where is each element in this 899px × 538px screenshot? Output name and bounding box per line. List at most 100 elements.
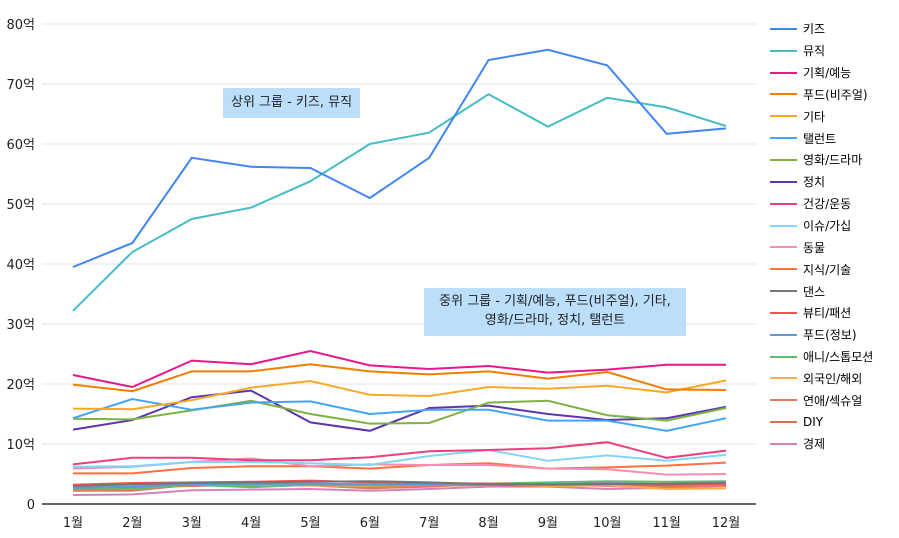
legend-swatch: [770, 268, 797, 271]
y-tick-label: 0: [27, 498, 35, 513]
legend-item: 뷰티/패션: [770, 302, 873, 324]
legend-label: 경제: [803, 437, 826, 452]
legend-item: 키즈: [770, 18, 873, 40]
legend-item: DIY: [770, 411, 873, 433]
legend-swatch: [770, 399, 797, 402]
legend-item: 외국인/해외: [770, 368, 873, 390]
legend-swatch: [770, 355, 797, 358]
series-line-이슈/가십: [72, 448, 727, 468]
legend-swatch: [770, 421, 797, 424]
y-tick-label: 20억: [6, 378, 35, 393]
series-line-건강/운동: [72, 441, 727, 466]
legend-swatch: [770, 93, 797, 96]
legend-label: DIY: [803, 415, 824, 430]
legend-swatch: [770, 333, 797, 336]
annotation-text: 중위 그룹 - 기획/예능, 푸드(비주얼), 기타,: [439, 294, 671, 309]
legend-label: 건강/운동: [803, 197, 852, 212]
series-line-경제: [72, 485, 727, 496]
x-tick-label: 3월: [182, 516, 202, 531]
legend-item: 애니/스톱모션: [770, 346, 873, 368]
legend-swatch: [770, 71, 797, 74]
y-tick-label: 70억: [6, 78, 35, 93]
legend-item: 경제: [770, 433, 873, 455]
legend-label: 키즈: [803, 22, 826, 37]
legend-swatch: [770, 202, 797, 205]
series-line-뮤직: [72, 93, 727, 312]
legend-swatch: [770, 224, 797, 227]
annotation-mid-group: 중위 그룹 - 기획/예능, 푸드(비주얼), 기타, 영화/드라마, 정치, 탤…: [424, 288, 686, 336]
legend-label: 외국인/해외: [803, 371, 863, 386]
series-line-기타: [72, 379, 727, 411]
x-tick-label: 11월: [652, 516, 681, 531]
legend-item: 뮤직: [770, 40, 873, 62]
legend-item: 기획/예능: [770, 62, 873, 84]
legend-swatch: [770, 246, 797, 249]
legend-item: 건강/운동: [770, 193, 873, 215]
x-tick-label: 8월: [478, 516, 498, 531]
x-tick-label: 12월: [712, 516, 741, 531]
legend-label: 기타: [803, 109, 826, 124]
legend-swatch: [770, 137, 797, 140]
x-tick-label: 2월: [122, 516, 142, 531]
legend-item: 기타: [770, 105, 873, 127]
series-line-푸드(비주얼): [72, 363, 727, 393]
x-tick-label: 1월: [63, 516, 83, 531]
x-tick-label: 9월: [538, 516, 558, 531]
legend-item: 연애/섹슈얼: [770, 389, 873, 411]
legend-item: 이슈/가십: [770, 215, 873, 237]
legend-label: 연애/섹슈얼: [803, 393, 863, 408]
legend-swatch: [770, 49, 797, 52]
y-tick-label: 30억: [6, 318, 35, 333]
x-tick-label: 5월: [300, 516, 320, 531]
legend-item: 탤런트: [770, 127, 873, 149]
annotation-text: 상위 그룹 - 키즈, 뮤직: [231, 95, 353, 110]
legend-label: 푸드(정보): [803, 328, 857, 343]
legend-swatch: [770, 442, 797, 445]
legend-swatch: [770, 180, 797, 183]
x-tick-label: 10월: [593, 516, 622, 531]
annotation-top-group: 상위 그룹 - 키즈, 뮤직: [223, 88, 361, 118]
legend-label: 동물: [803, 240, 826, 255]
legend-label: 애니/스톱모션: [803, 350, 874, 365]
legend-label: 뮤직: [803, 44, 826, 59]
legend-label: 탤런트: [803, 131, 837, 146]
legend-label: 기획/예능: [803, 66, 852, 81]
legend-item: 푸드(비주얼): [770, 84, 873, 106]
legend-swatch: [770, 27, 797, 30]
y-tick-label: 10억: [6, 438, 35, 453]
series-line-지식/기술: [73, 461, 727, 475]
legend-label: 정치: [803, 175, 826, 190]
y-tick-label: 40억: [6, 258, 35, 273]
legend-item: 댄스: [770, 280, 873, 302]
series-line-댄스: [72, 480, 727, 487]
legend-swatch: [770, 290, 797, 293]
legend-swatch: [770, 311, 797, 314]
legend-label: 지식/기술: [803, 262, 852, 277]
legend-swatch: [770, 115, 797, 118]
legend-label: 댄스: [803, 284, 826, 299]
legend-item: 정치: [770, 171, 873, 193]
legend-label: 영화/드라마: [803, 153, 863, 168]
legend-label: 이슈/가십: [803, 219, 852, 234]
x-tick-label: 7월: [419, 516, 439, 531]
series-line-기획/예능: [72, 349, 726, 389]
series-line-탤런트: [72, 397, 727, 432]
y-tick-label: 60억: [6, 138, 35, 153]
x-tick-label: 4월: [241, 516, 261, 531]
legend-item: 푸드(정보): [770, 324, 873, 346]
annotation-text: 영화/드라마, 정치, 탤런트: [484, 313, 626, 328]
legend-item: 동물: [770, 236, 873, 258]
series-line-키즈: [72, 48, 727, 268]
legend-label: 뷰티/패션: [803, 306, 852, 321]
legend-label: 푸드(비주얼): [803, 87, 868, 102]
series-line-영화/드라마: [72, 399, 727, 425]
legend-item: 지식/기술: [770, 258, 873, 280]
x-tick-label: 6월: [360, 516, 380, 531]
legend-item: 영화/드라마: [770, 149, 873, 171]
y-tick-label: 80억: [6, 18, 35, 33]
legend-swatch: [770, 158, 797, 161]
legend-swatch: [770, 377, 797, 380]
